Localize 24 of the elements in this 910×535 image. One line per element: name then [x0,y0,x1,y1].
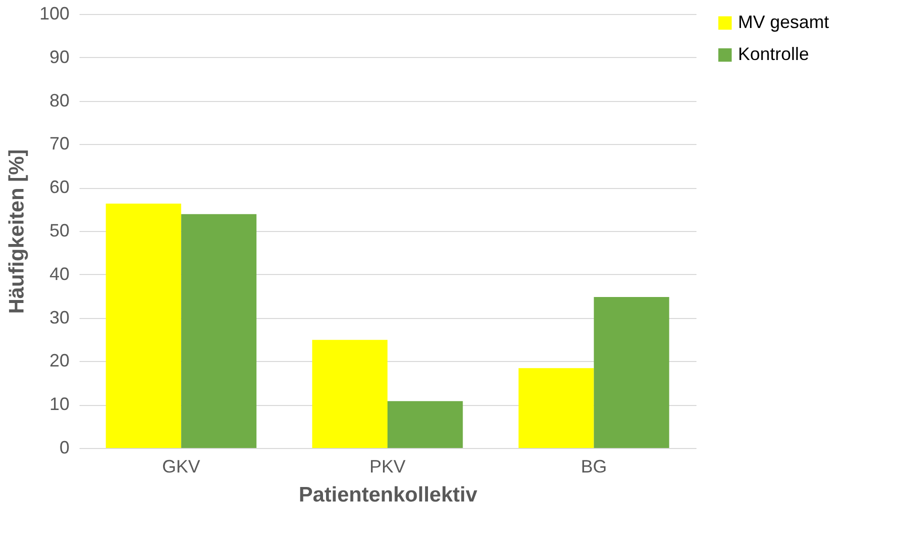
y-tick-label: 50 [49,220,70,240]
x-tick-label: PKV [369,456,406,476]
y-tick-label: 100 [39,4,70,24]
bar [312,340,388,448]
x-axis-title: Patientenkollektiv [298,484,478,506]
y-tick-label: 90 [49,46,70,67]
y-axis-title: Häufigkeiten [%] [5,149,28,314]
y-tick-label: 40 [49,264,70,284]
y-tick-label: 60 [49,177,70,198]
y-tick-label: 30 [49,307,70,328]
y-tick-label: 0 [59,438,70,458]
y-tick-label: 70 [49,134,70,154]
bar [181,214,256,448]
legend-label: MV gesamt [738,12,830,32]
y-tick-label: 20 [49,350,70,371]
legend-label: Kontrolle [738,44,810,64]
bar [388,401,463,448]
y-tick-label: 10 [49,394,70,414]
bar [518,368,594,448]
bar [594,296,670,448]
bar [106,204,182,448]
y-tick-label: 80 [49,90,70,110]
x-tick-label: GKV [162,456,200,476]
x-tick-label: BG [580,456,607,476]
